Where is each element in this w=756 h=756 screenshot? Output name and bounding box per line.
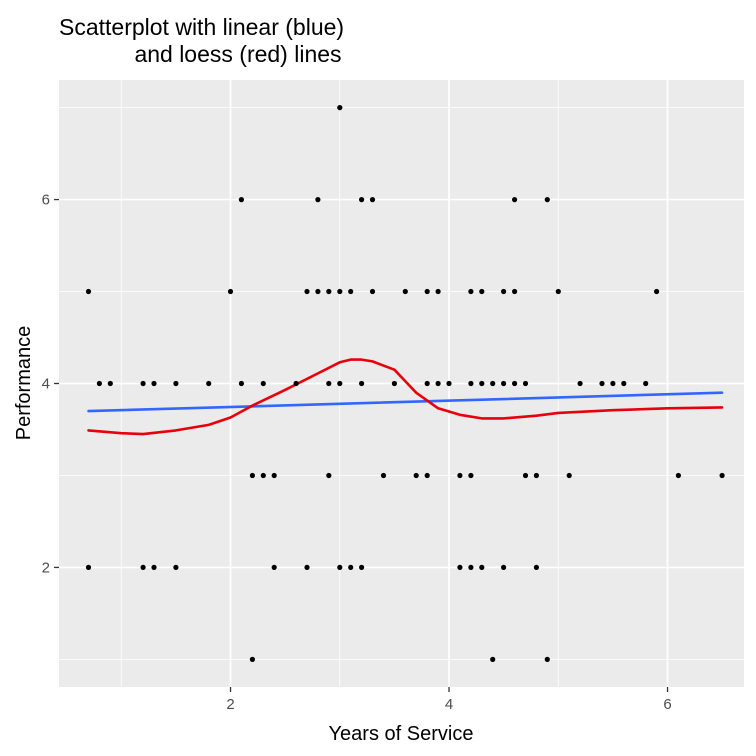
data-point: [621, 380, 627, 387]
data-point: [457, 564, 463, 571]
data-point: [533, 472, 540, 479]
x-tick-label: 4: [445, 696, 453, 713]
data-point: [675, 472, 682, 479]
data-point: [337, 288, 343, 295]
data-point: [501, 288, 507, 295]
data-point: [522, 380, 529, 387]
data-point: [271, 564, 277, 571]
data-point: [424, 380, 430, 387]
data-point: [643, 380, 649, 387]
data-point: [249, 472, 255, 479]
chart-title-line-2: and loess (red) lines: [134, 41, 341, 67]
data-point: [337, 105, 343, 111]
x-tick-label: 2: [226, 696, 234, 713]
y-tick-label: 6: [42, 192, 50, 209]
data-point: [719, 472, 725, 479]
data-point: [238, 197, 244, 203]
axis-ticks: 2 4 6 2 4 6: [42, 192, 672, 713]
data-point: [315, 288, 321, 295]
major-gridlines: [59, 80, 744, 687]
data-point: [544, 656, 550, 663]
linear-fit-line: [87, 391, 724, 413]
data-point: [369, 288, 376, 295]
data-point: [337, 564, 343, 571]
data-point: [468, 288, 474, 295]
data-point: [151, 564, 157, 571]
data-point: [326, 472, 332, 479]
data-point: [173, 564, 179, 571]
data-point: [479, 380, 485, 387]
y-tick-label: 4: [42, 376, 50, 393]
data-point: [511, 380, 518, 387]
data-point: [96, 380, 102, 387]
chart-title-line-1: Scatterplot with linear (blue): [59, 14, 344, 40]
data-point: [304, 564, 310, 571]
data-point: [511, 288, 518, 295]
data-point: [522, 472, 529, 479]
data-point: [359, 197, 365, 203]
data-point: [654, 288, 660, 295]
data-point: [206, 380, 212, 387]
loess-fit-line: [87, 358, 724, 436]
data-point: [468, 564, 474, 571]
data-point: [380, 472, 387, 479]
data-point: [490, 380, 496, 387]
data-point: [457, 472, 463, 479]
data-point: [227, 288, 234, 295]
data-point: [501, 380, 507, 387]
data-point: [151, 380, 157, 387]
data-point: [140, 564, 146, 571]
data-point: [599, 380, 605, 387]
data-point: [304, 288, 310, 295]
data-point: [468, 380, 474, 387]
data-point: [479, 288, 485, 295]
data-point: [544, 197, 550, 203]
data-point: [369, 197, 376, 203]
data-point: [337, 380, 343, 387]
data-point: [293, 380, 299, 387]
data-point: [249, 656, 255, 663]
data-point: [435, 380, 441, 387]
data-point: [260, 472, 266, 479]
y-tick-label: 2: [42, 559, 50, 576]
data-point: [566, 472, 572, 479]
data-point: [326, 288, 332, 295]
data-point: [260, 380, 266, 387]
data-point: [479, 564, 485, 571]
data-point: [555, 288, 561, 295]
data-point: [610, 380, 616, 387]
data-point: [85, 288, 92, 295]
data-point: [435, 288, 441, 295]
data-point: [468, 472, 474, 479]
data-point: [533, 564, 540, 571]
data-point: [402, 288, 408, 295]
data-point: [359, 380, 365, 387]
x-tick-label: 6: [663, 696, 671, 713]
data-point: [173, 380, 179, 387]
data-point: [577, 380, 583, 387]
data-point: [490, 656, 496, 663]
data-point: [348, 288, 354, 295]
data-point: [391, 380, 397, 387]
x-axis-title: Years of Service: [329, 723, 474, 745]
data-point: [140, 380, 146, 387]
data-point: [424, 288, 430, 295]
data-point: [315, 197, 321, 203]
data-points: [85, 105, 725, 663]
data-point: [107, 380, 113, 387]
data-point: [326, 380, 332, 387]
data-point: [413, 472, 419, 479]
data-point: [271, 472, 277, 479]
trend-lines: [87, 358, 724, 436]
data-point: [424, 472, 430, 479]
data-point: [348, 564, 354, 571]
y-axis-title: Performance: [13, 326, 35, 441]
data-point: [238, 380, 244, 387]
data-point: [85, 564, 92, 571]
data-point: [359, 564, 365, 571]
data-point: [501, 564, 507, 571]
data-point: [511, 197, 518, 203]
data-point: [446, 380, 452, 387]
